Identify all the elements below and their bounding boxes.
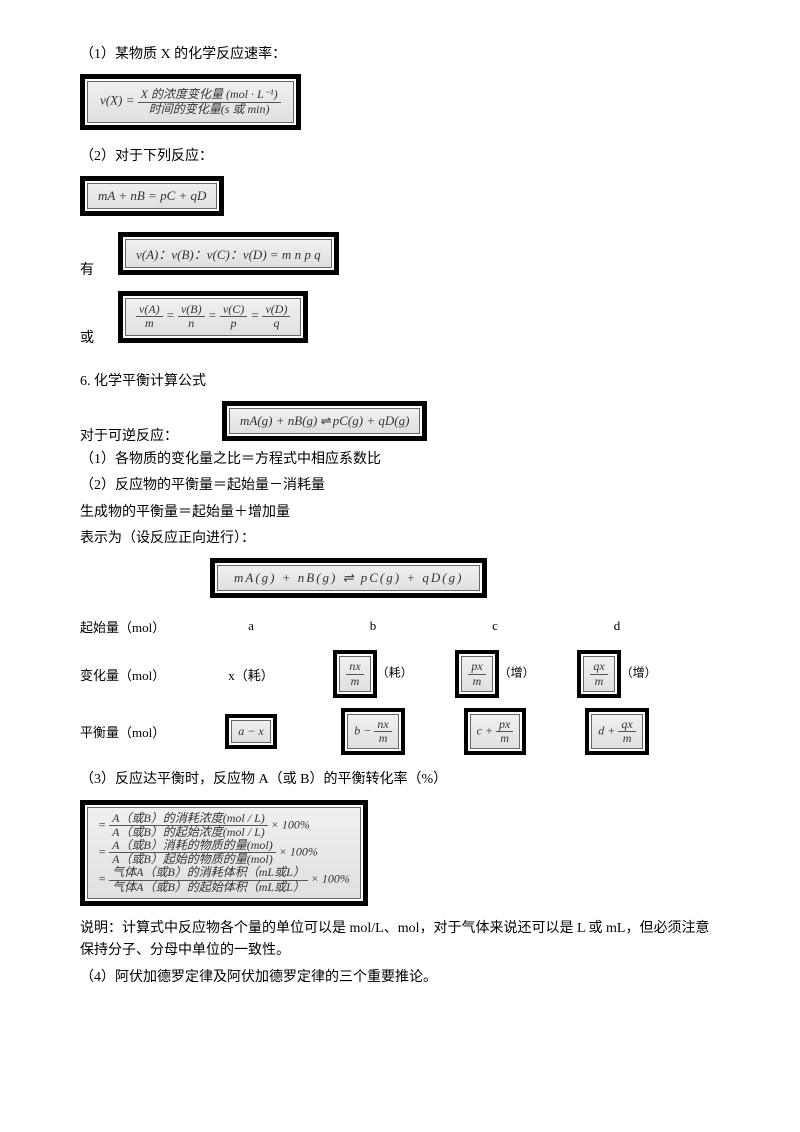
change-c-annot: （增） xyxy=(499,666,535,680)
cc-num: px xyxy=(468,660,485,674)
change-b-box: nxm xyxy=(333,650,376,697)
formula-vx: v(X) = X 的浓度变化量 (mol · L⁻¹) 时间的变化量(s 或 m… xyxy=(80,74,301,129)
ec-num: px xyxy=(496,718,513,732)
change-d-box: qxm xyxy=(577,650,620,697)
equil-d-box: d + qxm xyxy=(585,708,648,755)
formula-frac-ratio: v(A)m = v(B)n = v(C)p = v(D)q xyxy=(118,291,308,342)
equil-a-text: a − x xyxy=(231,720,270,743)
start-c: c xyxy=(434,618,556,634)
vx-den: 时间的变化量(s 或 min) xyxy=(138,103,281,116)
section6-title: 6. 化学平衡计算公式 xyxy=(80,371,720,393)
fr-a-den: m xyxy=(136,317,163,330)
cv3-den: 气体A（或B）的起始体积（mL或L） xyxy=(109,881,308,894)
cb-num: nx xyxy=(346,660,363,674)
ed-num: qx xyxy=(618,718,635,732)
fr-b-num: v(B) xyxy=(178,303,205,317)
formula-reaction: mA + nB = pC + qD xyxy=(80,176,224,216)
formula-reversible: mA(g) + nB(g) ⇌ pC(g) + qD(g) xyxy=(222,401,427,441)
change-c-box: pxm xyxy=(455,650,498,697)
fr-d-den: q xyxy=(262,317,290,330)
formula-conversion: = A（或B）的消耗浓度(mol / L)A（或B）的起始浓度(mol / L)… xyxy=(80,800,368,906)
prefix-huo: 或 xyxy=(80,327,94,347)
eq3: = xyxy=(250,308,262,323)
eq-wide-text: mA(g) + nB(g) ⇌ pC(g) + qD(g) xyxy=(217,565,480,591)
s6-p7: 说明：计算式中反应物各个量的单位可以是 mol/L、mol，对于气体来说还可以是… xyxy=(80,918,720,963)
rev-arrow-icon: ⇌ xyxy=(321,413,330,429)
eb-lhs: b − xyxy=(354,723,374,737)
eb-den: m xyxy=(374,732,391,745)
equil-c-box: c + pxm xyxy=(464,708,527,755)
change-d-annot: （增） xyxy=(621,666,657,680)
cb-den: m xyxy=(346,675,363,688)
row-start-label: 起始量（mol） xyxy=(80,617,190,636)
s6-prefix: 对于可逆反应： xyxy=(80,425,178,445)
fr-c-den: p xyxy=(220,317,247,330)
cc-den: m xyxy=(468,675,485,688)
cd-den: m xyxy=(590,675,607,688)
cd-num: qx xyxy=(590,660,607,674)
formula-ratio: v(A)：v(B)：v(C)：v(D) = m n p q xyxy=(118,232,339,275)
fr-b-den: n xyxy=(178,317,205,330)
eb-num: nx xyxy=(374,718,391,732)
cv3-num: 气体A（或B）的消耗体积（mL或L） xyxy=(109,866,308,880)
s6-p6: （3）反应达平衡时，反应物 A（或 B）的平衡转化率（%） xyxy=(80,769,720,791)
fr-c-num: v(C) xyxy=(220,303,247,317)
ec-den: m xyxy=(496,732,513,745)
equil-a-box: a − x xyxy=(225,714,276,749)
equil-b-box: b − nxm xyxy=(341,708,404,755)
cv1-suf: × 100% xyxy=(268,817,310,831)
change-b-annot: （耗） xyxy=(377,666,413,680)
formula-ratio-text: v(A)：v(B)：v(C)：v(D) = m n p q xyxy=(125,239,332,268)
start-d: d xyxy=(556,618,678,634)
formula-reaction-text: mA + nB = pC + qD xyxy=(87,183,217,209)
eq1: = xyxy=(166,308,178,323)
cv2-suf: × 100% xyxy=(276,844,318,858)
vx-num: X 的浓度变化量 (mol · L⁻¹) xyxy=(138,88,281,102)
change-a: x（耗） xyxy=(190,665,312,684)
cv3-suf: × 100% xyxy=(308,872,350,886)
rev-rhs: pC(g) + qD(g) xyxy=(333,413,410,428)
formula-eq-wide: mA(g) + nB(g) ⇌ pC(g) + qD(g) xyxy=(210,558,487,598)
ec-lhs: c + xyxy=(477,723,496,737)
start-b: b xyxy=(312,618,434,634)
s6-p5: 表示为（设反应正向进行）： xyxy=(80,528,720,550)
row-change-label: 变化量（mol） xyxy=(80,665,190,684)
rev-lhs: mA(g) + nB(g) xyxy=(240,413,317,428)
equilibrium-table: 起始量（mol） a b c d 变化量（mol） x（耗） nxm （耗） p… xyxy=(80,608,720,759)
ed-den: m xyxy=(618,732,635,745)
cv1-num: A（或B）的消耗浓度(mol / L) xyxy=(109,812,268,826)
row-equil-label: 平衡量（mol） xyxy=(80,722,190,741)
eq2: = xyxy=(208,308,220,323)
para-1-1: （1）某物质 X 的化学反应速率： xyxy=(80,44,720,66)
fr-a-num: v(A) xyxy=(136,303,163,317)
para-1-2: （2）对于下列反应： xyxy=(80,146,720,168)
vx-lhs: v(X) = xyxy=(100,93,138,108)
start-a: a xyxy=(190,618,312,634)
s6-p4: 生成物的平衡量＝起始量＋增加量 xyxy=(80,502,720,524)
s6-p8: （4）阿伏加德罗定律及阿伏加德罗定律的三个重要推论。 xyxy=(80,967,720,989)
ed-lhs: d + xyxy=(598,723,618,737)
fr-d-num: v(D) xyxy=(262,303,290,317)
cv2-num: A（或B）消耗的物质的量(mol) xyxy=(109,839,276,853)
s6-p3: （2）反应物的平衡量＝起始量－消耗量 xyxy=(80,475,720,497)
s6-p2: （1）各物质的变化量之比＝方程式中相应系数比 xyxy=(80,449,720,471)
prefix-you: 有 xyxy=(80,259,94,279)
